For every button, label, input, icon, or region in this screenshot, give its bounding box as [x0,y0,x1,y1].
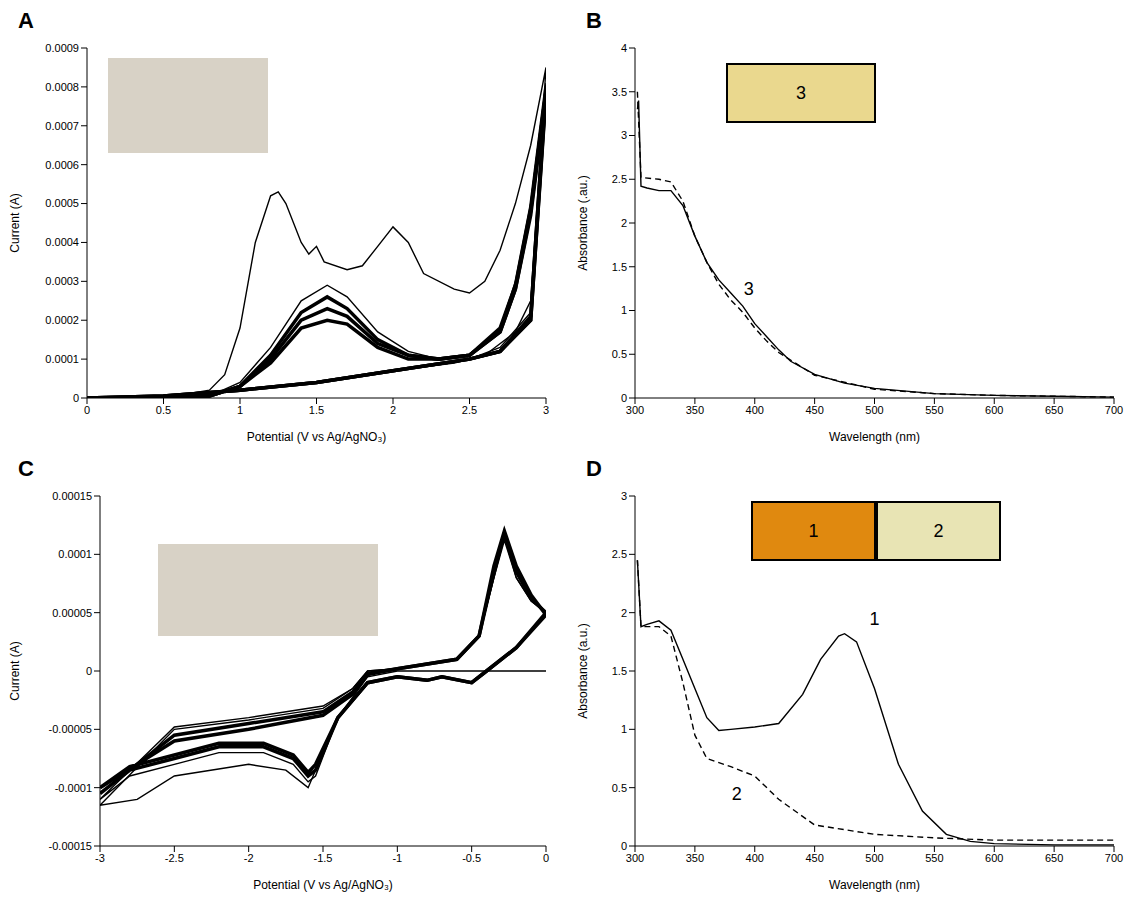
svg-text:1.5: 1.5 [309,404,324,416]
svg-text:3: 3 [543,404,549,416]
svg-text:0.5: 0.5 [612,348,627,360]
svg-text:4: 4 [621,42,627,54]
svg-text:0.0005: 0.0005 [45,197,79,209]
html-text:1: 1 [808,520,819,541]
svg-text:2: 2 [390,404,396,416]
svg-text:Potential (V vs Ag/AgNO₃): Potential (V vs Ag/AgNO₃) [253,878,393,892]
html-text:C: C [18,456,34,481]
svg-text:3: 3 [744,279,754,299]
svg-text:0.0008: 0.0008 [45,81,79,93]
svg-text:0: 0 [621,392,627,404]
svg-text:1: 1 [621,304,627,316]
svg-text:500: 500 [865,852,883,864]
svg-text:0.5: 0.5 [612,782,627,794]
svg-text:300: 300 [626,404,644,416]
svg-text:2: 2 [732,784,742,804]
svg-text:0: 0 [543,852,549,864]
svg-text:400: 400 [746,404,764,416]
svg-text:2.5: 2.5 [462,404,477,416]
svg-text:0.0007: 0.0007 [45,120,79,132]
svg-text:2.5: 2.5 [612,548,627,560]
svg-text:0.0006: 0.0006 [45,159,79,171]
svg-text:350: 350 [686,852,704,864]
svg-text:Current (A): Current (A) [8,641,22,700]
svg-text:0.00015: 0.00015 [52,490,92,502]
svg-text:0.0001: 0.0001 [45,353,79,365]
svg-text:-3: -3 [95,852,105,864]
html-text:D: D [586,456,602,481]
svg-text:2.5: 2.5 [612,173,627,185]
svg-text:-1.5: -1.5 [314,852,333,864]
svg-text:300: 300 [626,852,644,864]
svg-text:1: 1 [869,609,879,629]
svg-text:0: 0 [621,840,627,852]
svg-text:450: 450 [805,404,823,416]
svg-text:650: 650 [1045,404,1063,416]
svg-text:-0.0001: -0.0001 [55,782,92,794]
svg-text:550: 550 [925,852,943,864]
svg-text:600: 600 [985,404,1003,416]
svg-text:0.5: 0.5 [156,404,171,416]
svg-text:Potential (V vs Ag/AgNO₃): Potential (V vs Ag/AgNO₃) [247,430,387,444]
svg-text:700: 700 [1105,404,1123,416]
svg-text:1.5: 1.5 [612,665,627,677]
svg-text:0.0009: 0.0009 [45,42,79,54]
html-text:2: 2 [933,520,944,541]
svg-text:2: 2 [621,607,627,619]
svg-text:0.0001: 0.0001 [58,548,92,560]
svg-text:-2.5: -2.5 [165,852,184,864]
svg-text:Wavelength (nm): Wavelength (nm) [829,430,920,444]
svg-text:3: 3 [621,490,627,502]
svg-text:Wavelength (nm): Wavelength (nm) [829,878,920,892]
html-text:B: B [586,8,602,33]
svg-text:Absorbance (a.u.): Absorbance (a.u.) [576,623,590,718]
svg-text:1: 1 [621,723,627,735]
svg-text:1.5: 1.5 [612,261,627,273]
svg-text:700: 700 [1105,852,1123,864]
svg-text:500: 500 [865,404,883,416]
svg-text:Absorbance (.au.): Absorbance (.au.) [576,175,590,270]
svg-text:Current (A): Current (A) [8,193,22,252]
svg-text:3.5: 3.5 [612,86,627,98]
svg-text:-1: -1 [392,852,402,864]
svg-text:2: 2 [621,217,627,229]
svg-text:0: 0 [73,392,79,404]
svg-text:0.0004: 0.0004 [45,236,79,248]
svg-text:-0.00015: -0.00015 [49,840,92,852]
svg-text:550: 550 [925,404,943,416]
svg-text:450: 450 [805,852,823,864]
svg-text:1: 1 [237,404,243,416]
svg-text:0.0002: 0.0002 [45,314,79,326]
svg-text:0.0003: 0.0003 [45,275,79,287]
svg-text:-2: -2 [244,852,254,864]
svg-text:3: 3 [621,129,627,141]
svg-text:0: 0 [84,404,90,416]
svg-text:650: 650 [1045,852,1063,864]
html-text:3: 3 [796,82,806,103]
html-text:A: A [18,8,34,33]
svg-text:-0.5: -0.5 [462,852,481,864]
svg-text:350: 350 [686,404,704,416]
svg-text:600: 600 [985,852,1003,864]
svg-text:0.00005: 0.00005 [52,607,92,619]
svg-text:400: 400 [746,852,764,864]
svg-text:0: 0 [86,665,92,677]
svg-text:-0.00005: -0.00005 [49,723,92,735]
